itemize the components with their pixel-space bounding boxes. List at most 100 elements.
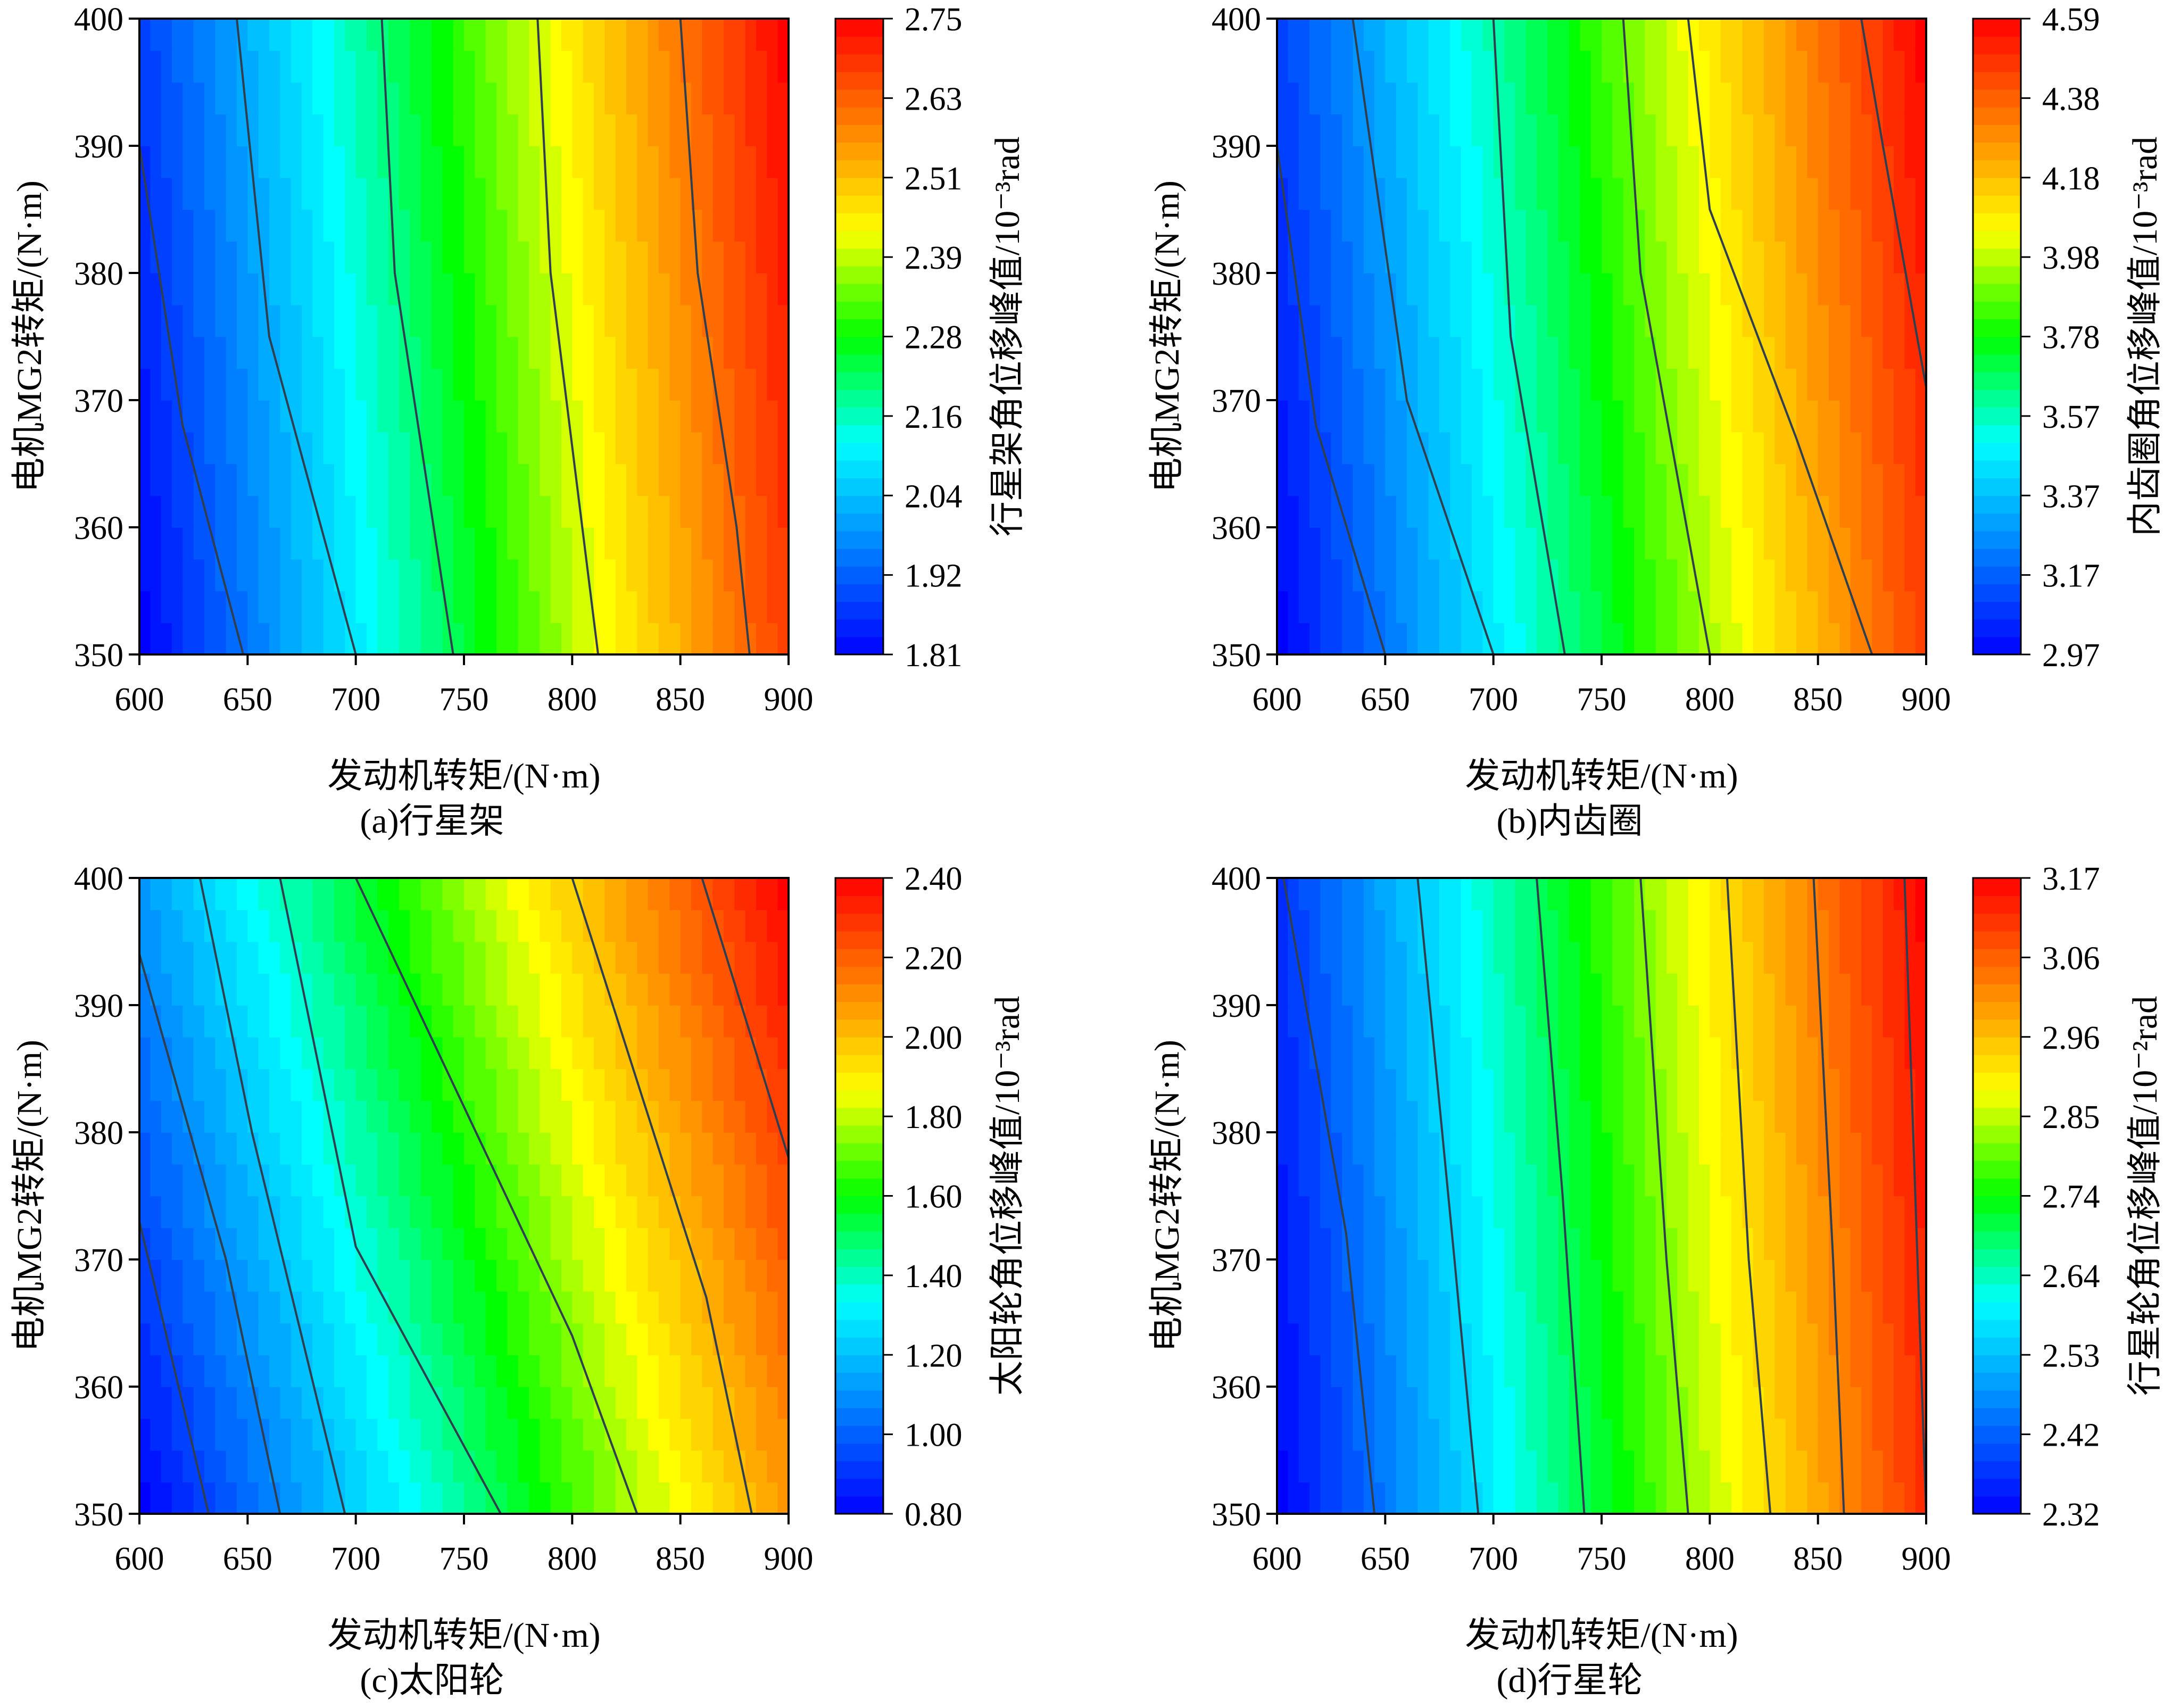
- heat-cell: [420, 273, 432, 305]
- heat-cell: [518, 973, 529, 1006]
- heat-cell: [1710, 336, 1721, 369]
- heat-cell: [1894, 114, 1905, 146]
- heat-cell: [1904, 1228, 1916, 1260]
- heat-cell: [1590, 1418, 1602, 1451]
- heat-cell: [583, 82, 594, 115]
- heat-cell: [291, 973, 302, 1006]
- heat-cell: [1655, 1196, 1667, 1229]
- heat-cell: [1580, 1259, 1591, 1292]
- heat-cell: [1612, 400, 1624, 433]
- heat-cell: [507, 82, 519, 115]
- heat-cell: [615, 1482, 627, 1514]
- heat-cell: [1504, 209, 1516, 242]
- heat-cell: [648, 1323, 659, 1356]
- heat-cell: [1439, 1037, 1451, 1069]
- heat-cell: [1677, 591, 1689, 624]
- heat-cell: [388, 1482, 400, 1514]
- heat-cell: [1894, 1355, 1905, 1387]
- heat-cell: [669, 878, 681, 910]
- heat-cell: [1320, 400, 1332, 433]
- heat-cell: [1655, 463, 1667, 496]
- heat-cell: [680, 1164, 692, 1197]
- heat-cell: [1872, 19, 1884, 51]
- colorbar-band: [835, 1355, 883, 1373]
- heat-cell: [193, 114, 205, 146]
- heat-cell: [345, 241, 356, 273]
- heat-cell: [1288, 304, 1299, 337]
- heat-cell: [1428, 368, 1440, 401]
- heat-cell: [183, 1164, 194, 1197]
- heat-cell: [1894, 527, 1905, 560]
- heat-cell: [291, 368, 302, 401]
- heat-cell: [1602, 114, 1613, 146]
- heat-cell: [1850, 973, 1862, 1006]
- heat-cell: [1861, 1164, 1873, 1197]
- heat-cell: [1331, 1132, 1342, 1165]
- heat-cell: [626, 1132, 638, 1165]
- heat-cell: [1298, 1387, 1310, 1419]
- heat-cell: [1353, 1482, 1364, 1514]
- heat-cell: [399, 209, 411, 242]
- heat-cell: [734, 1259, 746, 1292]
- heat-cell: [1764, 368, 1776, 401]
- heat-cell: [399, 1387, 411, 1419]
- heat-cell: [540, 559, 551, 592]
- heat-cell: [507, 1100, 519, 1133]
- heat-cell: [669, 1068, 681, 1101]
- heat-cell: [1720, 50, 1732, 83]
- heat-cell: [215, 209, 227, 242]
- heat-cell: [464, 241, 476, 273]
- heat-cell: [1699, 1164, 1711, 1197]
- heat-cell: [247, 1259, 259, 1292]
- heat-cell: [1796, 1418, 1808, 1451]
- heat-cell: [1590, 1259, 1602, 1292]
- heat-cell: [323, 1291, 335, 1324]
- heat-cell: [139, 1482, 151, 1514]
- heat-cell: [1374, 1228, 1386, 1260]
- heat-cell: [1666, 19, 1678, 51]
- heat-cell: [334, 1355, 346, 1387]
- heat-cell: [1320, 1228, 1332, 1260]
- heat-cell: [193, 941, 205, 974]
- heat-cell: [712, 336, 724, 369]
- heat-cell: [1850, 177, 1862, 210]
- heat-cell: [1298, 273, 1310, 305]
- heat-cell: [1385, 1355, 1397, 1387]
- heat-cell: [334, 241, 346, 273]
- heat-cell: [1829, 400, 1840, 433]
- heat-cell: [659, 941, 670, 974]
- heat-cell: [150, 1228, 162, 1260]
- colorbar-label: 内齿圈角位移峰值/10⁻³rad: [2126, 137, 2164, 536]
- heat-cell: [475, 1068, 486, 1101]
- heat-cell: [204, 1068, 216, 1101]
- heat-cell: [1537, 82, 1548, 115]
- heat-cell: [1602, 1228, 1613, 1260]
- heat-cell: [1396, 177, 1407, 210]
- heat-cell: [399, 1355, 411, 1387]
- heat-cell: [756, 1037, 768, 1069]
- heat-cell: [269, 1259, 281, 1292]
- heat-cell: [1807, 1387, 1819, 1419]
- heat-cell: [410, 146, 421, 178]
- heat-cell: [1829, 50, 1840, 83]
- heat-cell: [529, 1259, 541, 1292]
- heat-cell: [496, 336, 508, 369]
- heat-cell: [637, 909, 649, 942]
- heat-cell: [1525, 1259, 1537, 1292]
- x-tick-label: 900: [1902, 682, 1951, 718]
- heat-cell: [745, 177, 757, 210]
- heat-cell: [724, 114, 735, 146]
- heat-cell: [496, 973, 508, 1006]
- heat-cell: [280, 1164, 292, 1197]
- colorbar-band: [835, 878, 883, 896]
- heat-cell: [1298, 82, 1310, 115]
- heat-cell: [648, 1164, 659, 1197]
- heat-cell: [1634, 1291, 1646, 1324]
- heat-cell: [215, 1450, 227, 1483]
- heat-cell: [712, 623, 724, 655]
- heat-cell: [247, 623, 259, 655]
- heat-cell: [691, 50, 703, 83]
- heat-cell: [1796, 114, 1808, 146]
- heat-cell: [345, 1068, 356, 1101]
- heat-cell: [1439, 241, 1451, 273]
